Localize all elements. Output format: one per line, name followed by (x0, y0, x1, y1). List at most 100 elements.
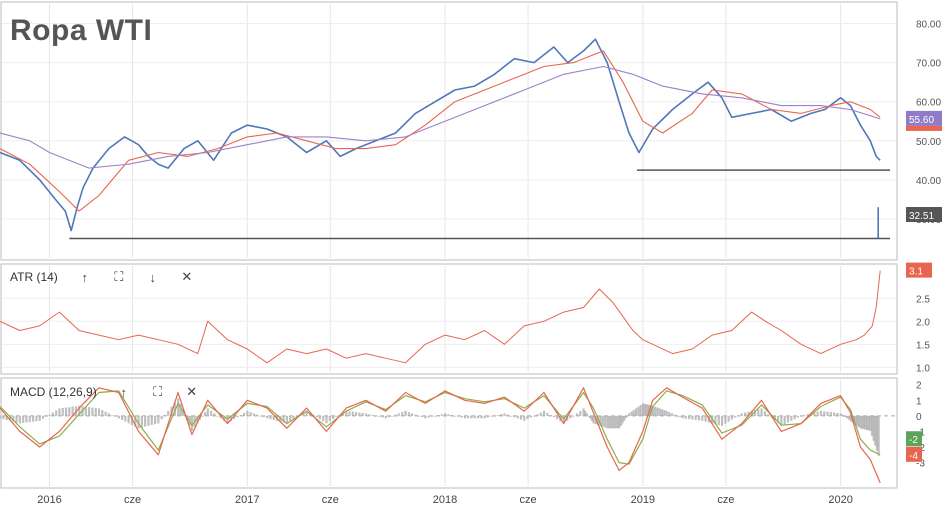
histogram-bar (624, 415, 627, 419)
close-icon[interactable]: ✕ (186, 384, 198, 399)
histogram-bar (643, 403, 646, 416)
histogram-bar (875, 415, 879, 451)
histogram-bar (730, 415, 734, 420)
histogram-bar (55, 410, 58, 416)
histogram-bar (427, 415, 430, 418)
move-down-icon[interactable]: ↓ (149, 269, 157, 285)
histogram-bar (496, 415, 499, 416)
histogram-bar (500, 414, 503, 416)
histogram-bar (857, 415, 860, 428)
histogram-bar (579, 410, 582, 416)
histogram-bar (806, 414, 809, 416)
histogram-bar (829, 412, 832, 416)
histogram-bar (117, 415, 120, 419)
histogram-bar (48, 414, 51, 416)
histogram-bar (651, 405, 654, 416)
histogram-bar (144, 415, 147, 427)
histogram-bar (61, 407, 64, 416)
histogram-bar (120, 415, 124, 421)
histogram-bar (603, 415, 607, 428)
histogram-bar (272, 415, 275, 421)
histogram-bar (35, 415, 38, 422)
histogram-bar (391, 415, 394, 417)
histogram-bar (150, 415, 153, 425)
histogram-bar (440, 414, 443, 416)
histogram-bar (177, 398, 180, 416)
histogram-bar (259, 415, 262, 417)
histogram-bar (844, 415, 847, 418)
price-panel-frame (0, 1, 898, 261)
histogram-bar (18, 415, 22, 424)
histogram-bar (397, 413, 401, 416)
close-icon[interactable]: ✕ (181, 269, 193, 284)
badge-price-bg (906, 207, 942, 223)
histogram-bar (486, 415, 490, 418)
histogram-bar (645, 404, 648, 416)
histogram-bar (877, 415, 880, 456)
move-up-icon[interactable]: ↑ (81, 269, 89, 285)
histogram-bar (256, 414, 259, 416)
histogram-bar (325, 415, 328, 424)
histogram-bar (477, 415, 480, 419)
histogram-bar (483, 415, 486, 419)
histogram-bar (28, 415, 31, 423)
histogram-bar (575, 413, 579, 416)
histogram-bar (767, 414, 770, 416)
x-tick-label: 2020 (828, 494, 852, 506)
atr-panel-frame (0, 263, 898, 375)
histogram-bar (614, 415, 617, 429)
histogram-bar (533, 415, 536, 417)
histogram-bar (750, 410, 753, 416)
macd-panel-frame (0, 377, 898, 489)
histogram-bar (282, 415, 285, 423)
histogram-bar (204, 412, 207, 416)
histogram-bar (22, 415, 25, 423)
histogram-bar (480, 415, 483, 419)
expand-icon[interactable]: ⛶ (114, 269, 124, 284)
histogram-bar (394, 414, 397, 416)
histogram-bar (12, 415, 15, 422)
histogram-bar (630, 411, 633, 416)
histogram-bar (816, 411, 819, 416)
histogram-bar (269, 415, 272, 420)
histogram-bar (173, 402, 176, 416)
histogram-bar (424, 415, 427, 419)
histogram-bar (64, 407, 68, 416)
histogram-bar (658, 408, 661, 416)
move-up-icon[interactable]: ↑ (120, 384, 127, 400)
histogram-bar (467, 415, 470, 419)
histogram-bar (592, 415, 595, 424)
histogram-bar (219, 415, 223, 419)
histogram-bar (846, 415, 849, 419)
histogram-bar (292, 415, 295, 420)
histogram-bar (490, 415, 493, 417)
histogram-bar (869, 415, 872, 431)
histogram-bar (45, 415, 48, 417)
histogram-bar (760, 408, 763, 416)
histogram-bar (606, 415, 609, 429)
histogram-bar (632, 410, 635, 416)
x-tick-label: 2019 (631, 494, 655, 506)
histogram-bar (619, 415, 622, 426)
histogram-bar (94, 407, 97, 416)
badge-ma-slow: 55.60 (909, 115, 934, 126)
histogram-bar (216, 415, 219, 417)
histogram-bar (646, 404, 649, 416)
histogram-bar (612, 415, 615, 429)
histogram-bar (444, 413, 447, 416)
histogram-bar (691, 415, 694, 420)
histogram-bar (160, 415, 163, 420)
histogram-bar (364, 413, 368, 416)
histogram-bar (411, 413, 414, 416)
x-tick-label: cze (124, 494, 141, 506)
histogram-bar (865, 415, 869, 430)
histogram-bar (786, 415, 790, 423)
histogram-bar (328, 415, 331, 422)
histogram-bar (266, 415, 269, 419)
histogram-bar (704, 415, 707, 422)
histogram-bar (601, 415, 604, 427)
y-tick-label: 2.0 (916, 317, 930, 328)
histogram-bar (813, 412, 816, 416)
expand-icon[interactable]: ⛶ (153, 384, 163, 399)
histogram-bar (627, 413, 631, 416)
